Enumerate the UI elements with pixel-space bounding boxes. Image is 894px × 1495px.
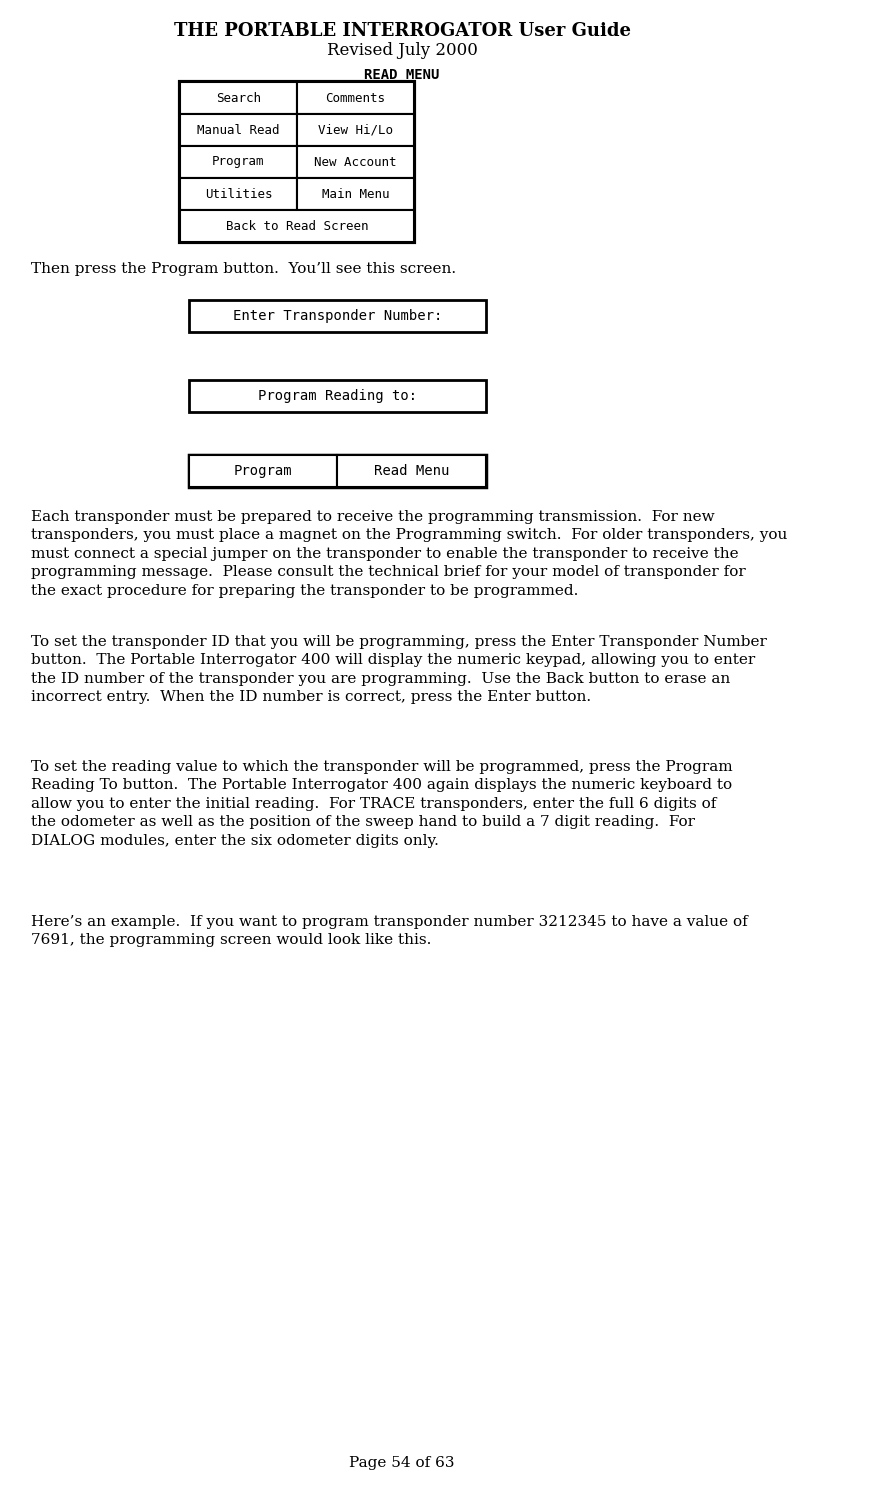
Text: Search: Search [215,91,260,105]
Text: Comments: Comments [325,91,385,105]
Text: New Account: New Account [314,155,396,169]
FancyBboxPatch shape [297,82,413,114]
FancyBboxPatch shape [180,82,413,242]
FancyBboxPatch shape [189,454,485,487]
FancyBboxPatch shape [297,147,413,178]
Text: To set the transponder ID that you will be programming, press the Enter Transpon: To set the transponder ID that you will … [31,635,766,704]
FancyBboxPatch shape [297,178,413,209]
Text: Each transponder must be prepared to receive the programming transmission.  For : Each transponder must be prepared to rec… [31,510,787,598]
FancyBboxPatch shape [180,178,297,209]
Text: Then press the Program button.  You’ll see this screen.: Then press the Program button. You’ll se… [31,262,456,277]
Text: Main Menu: Main Menu [321,187,389,200]
Text: THE PORTABLE INTERROGATOR User Guide: THE PORTABLE INTERROGATOR User Guide [173,22,630,40]
FancyBboxPatch shape [189,454,337,487]
FancyBboxPatch shape [180,114,297,147]
Text: Back to Read Screen: Back to Read Screen [225,220,367,233]
FancyBboxPatch shape [180,82,297,114]
Text: Page 54 of 63: Page 54 of 63 [349,1456,454,1470]
Text: Revised July 2000: Revised July 2000 [326,42,477,58]
Text: Program: Program [233,463,292,478]
FancyBboxPatch shape [180,147,297,178]
FancyBboxPatch shape [189,380,485,413]
Text: READ MENU: READ MENU [364,67,439,82]
Text: Here’s an example.  If you want to program transponder number 3212345 to have a : Here’s an example. If you want to progra… [31,915,747,948]
Text: Manual Read: Manual Read [197,124,279,136]
Text: Program: Program [212,155,265,169]
FancyBboxPatch shape [297,114,413,147]
Text: View Hi/Lo: View Hi/Lo [317,124,392,136]
Text: Utilities: Utilities [205,187,272,200]
Text: Program Reading to:: Program Reading to: [257,389,417,404]
Text: Enter Transponder Number:: Enter Transponder Number: [232,309,442,323]
FancyBboxPatch shape [189,300,485,332]
Text: To set the reading value to which the transponder will be programmed, press the : To set the reading value to which the tr… [31,759,732,848]
FancyBboxPatch shape [337,454,485,487]
Text: Read Menu: Read Menu [374,463,449,478]
FancyBboxPatch shape [180,209,413,242]
